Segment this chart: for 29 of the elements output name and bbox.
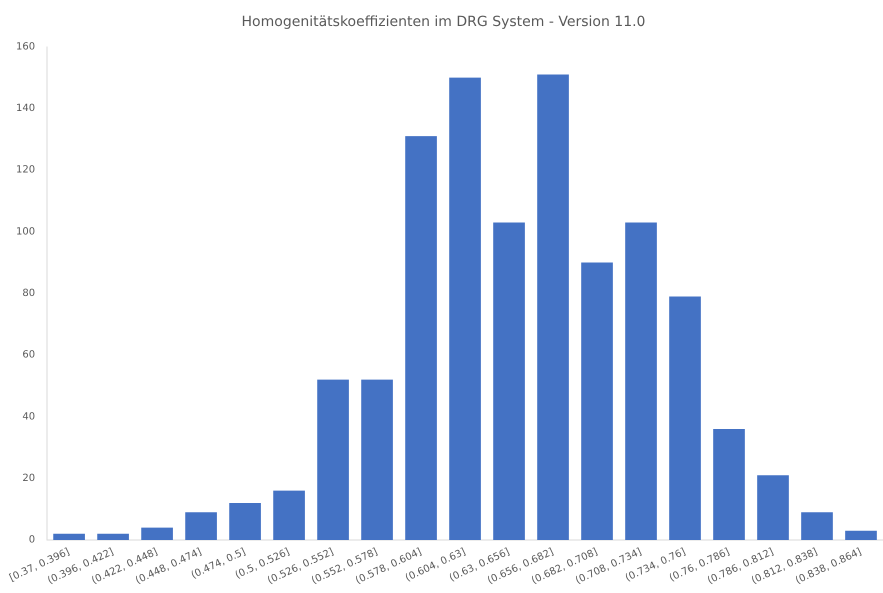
- bar: [493, 222, 525, 540]
- y-tick-label: 80: [22, 288, 36, 299]
- bar: [53, 534, 85, 540]
- bar: [669, 296, 701, 540]
- y-tick-label: 100: [16, 226, 36, 238]
- y-tick-label: 0: [28, 534, 36, 546]
- bar: [317, 380, 349, 540]
- bar: [185, 512, 217, 540]
- bar: [713, 428, 745, 540]
- y-tick-label: 40: [22, 411, 36, 422]
- bar: [449, 78, 481, 540]
- chart-title: Homogenitätskoeffizienten im DRG System - Version 11.0: [242, 14, 646, 30]
- bar: [405, 136, 437, 540]
- bar: [625, 222, 657, 540]
- y-tick-label: 140: [16, 103, 36, 114]
- y-tick-label: 120: [16, 164, 36, 176]
- bar: [581, 262, 613, 540]
- bar: [845, 530, 877, 540]
- bar: [141, 528, 173, 540]
- y-tick-label: 60: [22, 350, 36, 361]
- bar: [229, 502, 261, 540]
- bar: [97, 534, 129, 540]
- bar: [537, 74, 569, 540]
- bar: [361, 380, 393, 540]
- bar: [273, 490, 305, 540]
- bar: [757, 475, 789, 540]
- y-tick-label: 160: [16, 41, 36, 52]
- y-tick-label: 20: [22, 472, 36, 484]
- bar: [801, 512, 833, 540]
